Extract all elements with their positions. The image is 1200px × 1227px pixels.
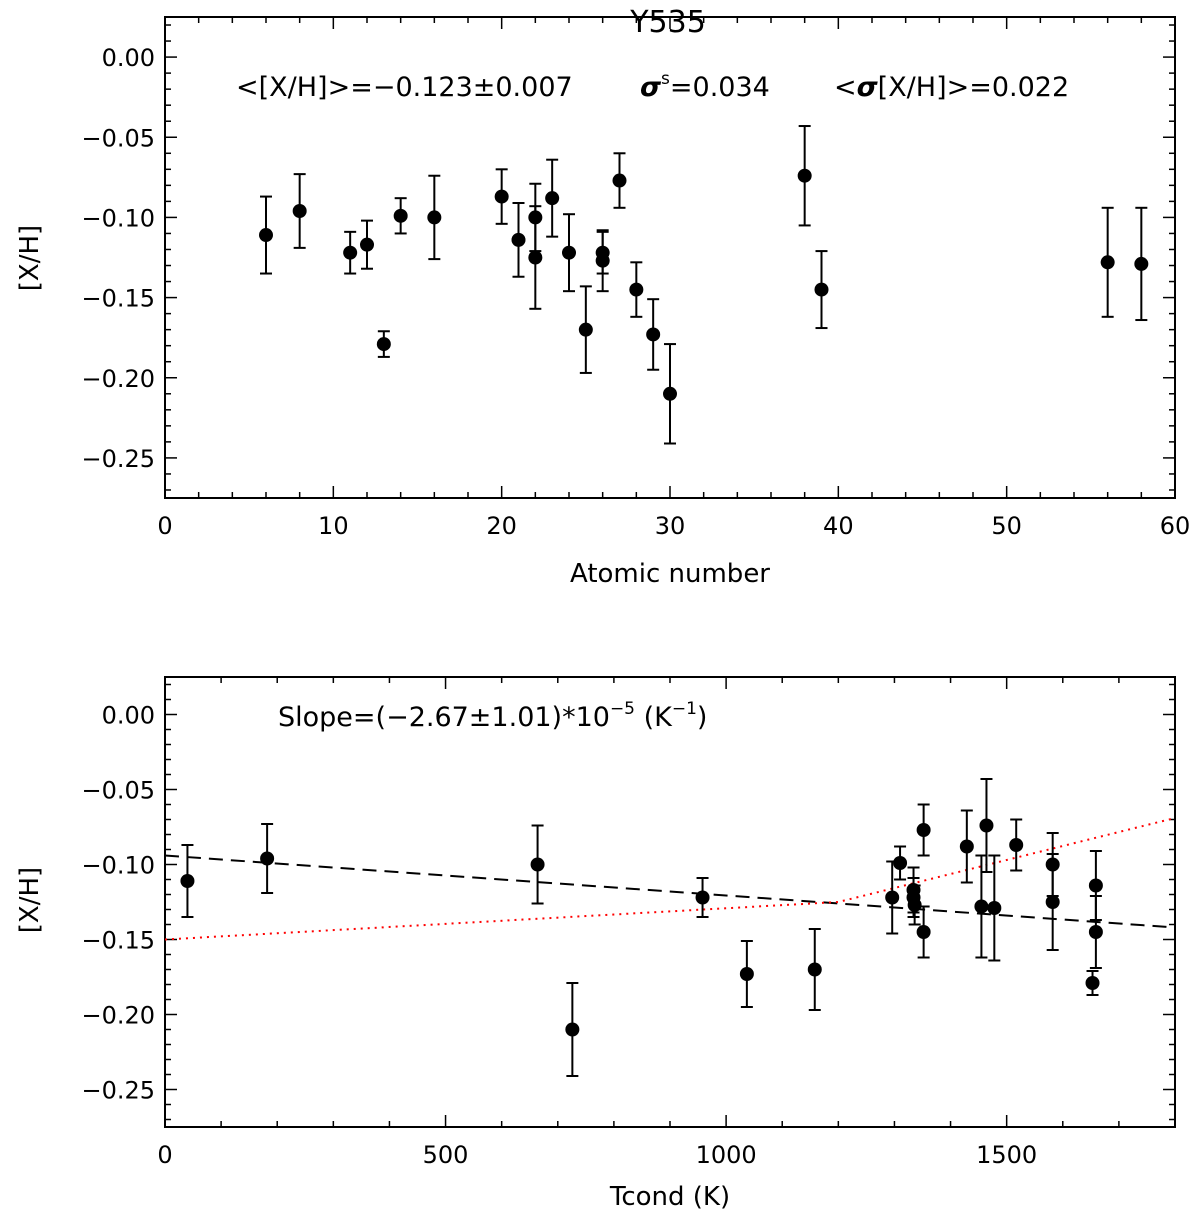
slope-main: Slope=(−2.67±1.01)*10: [278, 702, 610, 733]
data-point: [545, 191, 560, 206]
y-tick-label: 0.00: [102, 702, 155, 730]
slope-annotation: Slope=(−2.67±1.01)*10−5 (K−1): [278, 699, 707, 733]
mean-error-prefix: <: [834, 72, 857, 103]
data-point: [528, 250, 543, 265]
panel-top-atomic-number: Y535 0 10 20 30 40 50 60 0.00 −0.05 −0.10 −0.15 −0.…: [15, 5, 1190, 589]
data-point: [1045, 895, 1060, 909]
sigma-symbol: σ: [640, 72, 662, 103]
data-point: [663, 386, 677, 401]
data-point: [1088, 925, 1103, 939]
bottom-data-points: [180, 778, 1103, 1077]
data-point: [916, 925, 931, 939]
bottom-axis-ticks: 0 500 1000 1500 0.00 −0.05 −0.10 −0.15 −0.20 −0.2…: [81, 677, 1176, 1169]
data-point: [343, 245, 358, 260]
sigma-annotation: σs=0.034: [640, 69, 770, 103]
y-tick-label: −0.10: [81, 204, 155, 232]
slope-unit-open: (K: [635, 702, 673, 733]
data-point: [797, 168, 812, 183]
data-point: [393, 208, 408, 223]
sigma-value: =0.034: [670, 72, 770, 103]
data-point: [494, 189, 509, 204]
y-axis-label-bottom: [X/H]: [15, 867, 45, 933]
data-point: [595, 253, 610, 268]
x-axis-label-top: Atomic number: [570, 559, 770, 589]
x-tick-label: 50: [991, 512, 1022, 540]
x-tick-label: 30: [655, 512, 686, 540]
data-point: [1100, 255, 1115, 270]
data-point: [562, 245, 576, 260]
mean-error-sigma: σ: [857, 72, 879, 103]
data-point: [893, 856, 908, 870]
y-tick-label: 0.00: [102, 44, 155, 72]
data-point: [1134, 256, 1149, 271]
data-point: [979, 818, 994, 833]
slope-unit-close: ): [697, 702, 708, 733]
reference-trend-line: [164, 817, 1176, 941]
data-point: [427, 210, 442, 225]
data-point: [1085, 976, 1100, 990]
data-point: [959, 839, 974, 854]
data-point: [376, 337, 391, 352]
data-point: [885, 890, 900, 905]
mean-error-value: [X/H]>=0.022: [878, 72, 1070, 103]
data-point: [180, 874, 195, 888]
data-point: [259, 228, 273, 243]
slope-exponent: −5: [610, 699, 635, 719]
y-tick-label: −0.05: [81, 124, 155, 152]
data-point: [260, 851, 275, 866]
x-tick-label: 0: [157, 512, 172, 540]
mean-annotation: <[X/H]>=−0.123±0.007: [236, 72, 573, 103]
top-data-points: [259, 125, 1149, 445]
panel-bottom-tcond: 0 500 1000 1500 0.00 −0.05 −0.10 −0.15 −0.20 −0.2…: [15, 676, 1176, 1212]
slope-unit-exponent: −1: [672, 699, 697, 719]
y-tick-label: −0.20: [81, 365, 155, 393]
data-point: [916, 823, 931, 837]
data-point: [629, 282, 644, 297]
trend-fit-line: [164, 854, 1176, 929]
data-point: [530, 857, 545, 872]
y-axis-label-top: [X/H]: [15, 225, 45, 291]
data-point: [292, 204, 307, 219]
x-tick-label: 20: [486, 512, 517, 540]
data-point: [511, 232, 526, 247]
sigma-superscript: s: [661, 69, 670, 89]
x-tick-label: 1000: [696, 1141, 757, 1169]
data-point: [360, 237, 374, 252]
data-point: [739, 967, 754, 981]
bottom-fit-lines: [164, 817, 1176, 941]
plot-frame-bottom: [164, 676, 1176, 1128]
top-axis-ticks: 0 10 20 30 40 50 60 0.00 −0.05 −0.10 −0.15 −0.20 −0.…: [81, 17, 1190, 540]
y-tick-label: −0.20: [81, 1002, 155, 1030]
x-tick-label: 0: [157, 1141, 172, 1169]
x-tick-label: 1500: [976, 1141, 1037, 1169]
y-tick-label: −0.25: [81, 445, 155, 473]
y-tick-label: −0.15: [81, 927, 155, 955]
data-point: [612, 173, 627, 188]
y-tick-label: −0.15: [81, 285, 155, 313]
x-tick-label: 10: [318, 512, 349, 540]
chart-title: Y535: [629, 5, 706, 40]
x-tick-label: 60: [1160, 512, 1191, 540]
y-tick-label: −0.10: [81, 852, 155, 880]
data-point: [578, 322, 593, 337]
data-point: [807, 962, 822, 977]
data-point: [1088, 878, 1103, 893]
data-point: [814, 282, 829, 297]
x-tick-label: 500: [423, 1141, 469, 1169]
data-point: [987, 901, 1002, 915]
data-point: [907, 898, 922, 912]
mean-error-annotation: <σ[X/H]>=0.022: [834, 72, 1069, 103]
data-point: [974, 899, 989, 914]
data-point: [565, 1022, 580, 1037]
data-point: [1009, 838, 1024, 852]
x-axis-label-bottom: Tcond (K): [609, 1182, 730, 1212]
data-point: [646, 327, 661, 342]
y-tick-label: −0.25: [81, 1077, 155, 1105]
data-point: [695, 890, 710, 905]
y-tick-label: −0.05: [81, 777, 155, 805]
x-tick-label: 40: [823, 512, 854, 540]
